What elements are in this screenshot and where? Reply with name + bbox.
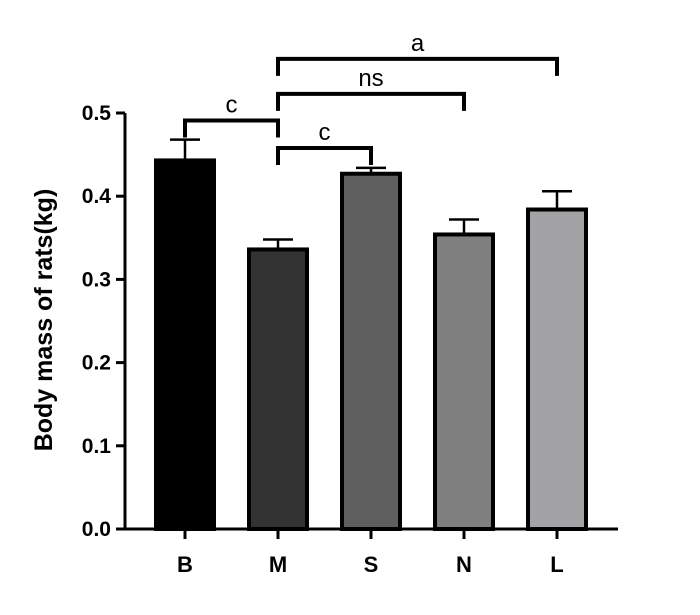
y-tick-label: 0.3 — [82, 268, 111, 291]
y-tick-label: 0.5 — [82, 102, 112, 125]
sig-label-M-L: a — [411, 30, 425, 57]
bar-B — [154, 158, 216, 531]
x-tick-label-M: M — [269, 552, 287, 577]
bars — [154, 138, 588, 532]
sig-label-M-B: c — [226, 91, 238, 118]
x-tick-label-S: S — [364, 552, 379, 577]
sig-label-M-S: c — [319, 119, 331, 146]
y-axis-title: Body mass of rats(kg) — [30, 189, 58, 452]
y-tick-label: 0.0 — [82, 518, 111, 541]
bar-L — [526, 207, 588, 531]
sig-bracket-M-B — [183, 118, 280, 138]
x-tick-label-L: L — [550, 552, 563, 577]
x-tick-label-N: N — [456, 552, 472, 577]
x-tick-label-B: B — [177, 552, 193, 577]
bar-M — [247, 247, 309, 531]
y-tick-label: 0.2 — [82, 352, 111, 375]
bar-S — [340, 171, 402, 531]
y-tick-label: 0.4 — [82, 185, 112, 208]
bar-N — [433, 232, 495, 532]
sig-bracket-M-S — [276, 145, 373, 165]
sig-label-M-N: ns — [358, 65, 383, 92]
y-axis: 0.0 0.1 0.2 0.3 0.4 0.5 — [82, 102, 127, 541]
sig-bracket-M-N — [276, 91, 466, 111]
y-tick-label: 0.1 — [82, 435, 112, 458]
sig-bracket-M-L — [276, 56, 559, 76]
